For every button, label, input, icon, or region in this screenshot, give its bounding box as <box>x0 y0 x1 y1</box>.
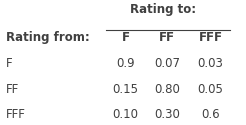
Text: 0.15: 0.15 <box>112 82 138 96</box>
Text: 0.30: 0.30 <box>154 108 180 121</box>
Text: FF: FF <box>6 82 19 96</box>
Text: 0.9: 0.9 <box>116 57 135 70</box>
Text: F: F <box>122 31 129 44</box>
Text: 0.03: 0.03 <box>198 57 224 70</box>
Text: Rating to:: Rating to: <box>130 3 196 16</box>
Text: 0.6: 0.6 <box>201 108 220 121</box>
Text: FF: FF <box>159 31 175 44</box>
Text: F: F <box>6 57 13 70</box>
Text: 0.05: 0.05 <box>198 82 224 96</box>
Text: 0.80: 0.80 <box>154 82 180 96</box>
Text: Rating from:: Rating from: <box>6 31 90 44</box>
Text: 0.10: 0.10 <box>112 108 138 121</box>
Text: FFF: FFF <box>6 108 26 121</box>
Text: 0.07: 0.07 <box>154 57 180 70</box>
Text: FFF: FFF <box>199 31 223 44</box>
